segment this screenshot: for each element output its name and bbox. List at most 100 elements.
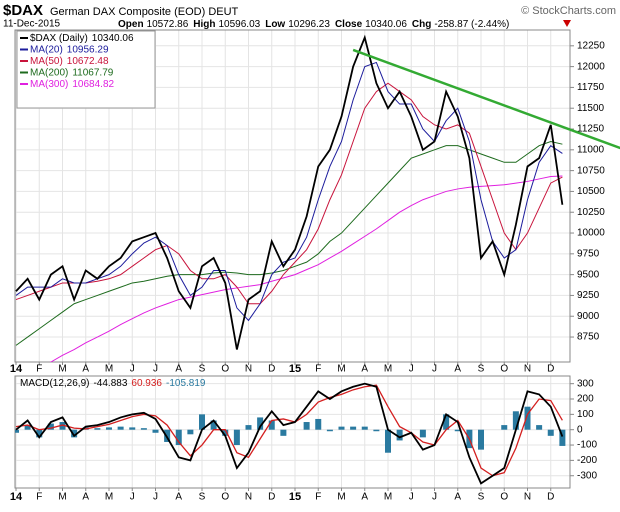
y-tick-label: -200 bbox=[577, 455, 597, 466]
x-tick-label: J bbox=[130, 364, 135, 375]
symbol-name: German DAX Composite (EOD) DEUT bbox=[50, 6, 239, 18]
histogram-bar bbox=[199, 414, 205, 430]
x-tick-label: J bbox=[409, 364, 414, 375]
quote-value: 10340.06 bbox=[365, 19, 407, 30]
legend-entry: MA(20) 10956.29 bbox=[30, 44, 109, 55]
quote: Open 10572.86 High 10596.03 Low 10296.23 Close… bbox=[118, 19, 509, 30]
histogram-bar bbox=[547, 429, 554, 436]
quote-value: 10572.86 bbox=[147, 19, 189, 30]
histogram-bar bbox=[59, 422, 66, 430]
histogram-bar bbox=[536, 425, 543, 430]
x-tick-label: J bbox=[409, 492, 414, 503]
quote-value: 10296.23 bbox=[288, 19, 330, 30]
legend-name: MA(20) bbox=[30, 44, 63, 55]
histogram-bar bbox=[512, 411, 519, 430]
y-tick-label: 11250 bbox=[577, 124, 605, 135]
legend-name: MA(200) bbox=[30, 67, 68, 78]
series-line bbox=[15, 61, 563, 322]
trendline bbox=[352, 48, 620, 150]
histogram-bar bbox=[15, 429, 19, 433]
legend-value: 10340.06 bbox=[92, 33, 134, 44]
x-tick-label: J bbox=[432, 492, 437, 503]
x-tick-label: N bbox=[245, 492, 252, 503]
legend-value: 60.936 bbox=[131, 378, 162, 389]
y-tick-label: 200 bbox=[577, 394, 594, 405]
x-tick-label: A bbox=[454, 492, 461, 503]
histogram-bar bbox=[501, 425, 508, 430]
histogram-bar bbox=[419, 429, 426, 438]
histogram-bar bbox=[454, 429, 461, 432]
legend-entry: MA(50) 10672.48 bbox=[30, 56, 109, 67]
y-tick-label: 100 bbox=[577, 409, 594, 420]
symbol: $DAX bbox=[3, 2, 43, 19]
histogram-bar bbox=[280, 429, 287, 436]
legend-value: 10684.82 bbox=[72, 79, 114, 90]
histogram-bar bbox=[315, 418, 322, 430]
x-tick-label: F bbox=[36, 364, 42, 375]
histogram-bar bbox=[385, 429, 391, 453]
histogram-bar bbox=[373, 429, 380, 432]
y-tick-label: 10250 bbox=[577, 207, 605, 218]
plot bbox=[15, 34, 564, 362]
x-tick-label: M bbox=[384, 364, 392, 375]
y-tick-label: 11500 bbox=[577, 103, 605, 114]
histogram-bar bbox=[350, 426, 357, 430]
histogram-bar bbox=[106, 427, 112, 430]
histogram-bar bbox=[443, 414, 450, 430]
x-tick-label: A bbox=[175, 492, 182, 503]
x-tick-label: 14 bbox=[10, 363, 23, 375]
legend-entry: MA(200) 11067.79 bbox=[30, 67, 114, 78]
legend-name: $DAX (Daily) bbox=[30, 33, 88, 44]
x-tick-label: N bbox=[245, 364, 252, 375]
quote-label: Chg bbox=[412, 19, 431, 30]
histogram-bar bbox=[396, 429, 403, 441]
legend-value: 11067.79 bbox=[72, 67, 113, 78]
histogram-bar bbox=[559, 429, 566, 446]
series-line bbox=[15, 34, 564, 350]
histogram-bar bbox=[36, 429, 43, 438]
x-tick-label: S bbox=[199, 492, 206, 503]
x-tick-label: M bbox=[337, 492, 345, 503]
panel-frame bbox=[14, 29, 571, 363]
y-tick-label: 9250 bbox=[577, 290, 600, 301]
legend-title: MACD(12,26,9) bbox=[20, 378, 89, 389]
quote-label: Low bbox=[265, 19, 285, 30]
histogram-bar bbox=[187, 429, 194, 435]
quote-label: High bbox=[193, 19, 215, 30]
quote-value: -258.87 (-2.44%) bbox=[434, 19, 509, 30]
x-tick-label: J bbox=[130, 492, 135, 503]
x-tick-label: F bbox=[315, 492, 321, 503]
histogram-bar bbox=[24, 425, 31, 430]
histogram-bar bbox=[47, 423, 54, 430]
date: 11-Dec-2015 bbox=[3, 19, 61, 30]
down-arrow bbox=[563, 20, 571, 27]
x-tick-label: O bbox=[221, 492, 229, 503]
histogram-bar bbox=[233, 429, 240, 446]
histogram-bar bbox=[268, 420, 275, 430]
y-tick-label: 10000 bbox=[577, 228, 605, 239]
x-tick-label: N bbox=[524, 492, 531, 503]
x-tick-label: S bbox=[199, 364, 206, 375]
x-tick-label: D bbox=[268, 492, 275, 503]
quote-label: Close bbox=[335, 19, 363, 30]
x-tick-label: A bbox=[82, 364, 89, 375]
y-tick-label: -300 bbox=[577, 470, 597, 481]
series-line bbox=[15, 382, 564, 485]
x-tick-label: 14 bbox=[10, 491, 23, 503]
x-tick-label: 15 bbox=[289, 363, 301, 375]
legend-value: -105.819 bbox=[166, 378, 206, 389]
x-tick-label: M bbox=[58, 492, 66, 503]
histogram-bar bbox=[117, 426, 124, 430]
series-line bbox=[15, 384, 563, 477]
histogram-bar bbox=[129, 427, 136, 430]
histogram-bar bbox=[338, 426, 345, 430]
histogram-bar bbox=[245, 425, 252, 430]
quote-value: 10596.03 bbox=[219, 19, 261, 30]
y-tick-label: 10750 bbox=[577, 165, 605, 176]
x-tick-label: D bbox=[547, 492, 554, 503]
x-tick-label: F bbox=[36, 492, 42, 503]
histogram-bar bbox=[326, 429, 333, 432]
x-tick-label: F bbox=[315, 364, 321, 375]
